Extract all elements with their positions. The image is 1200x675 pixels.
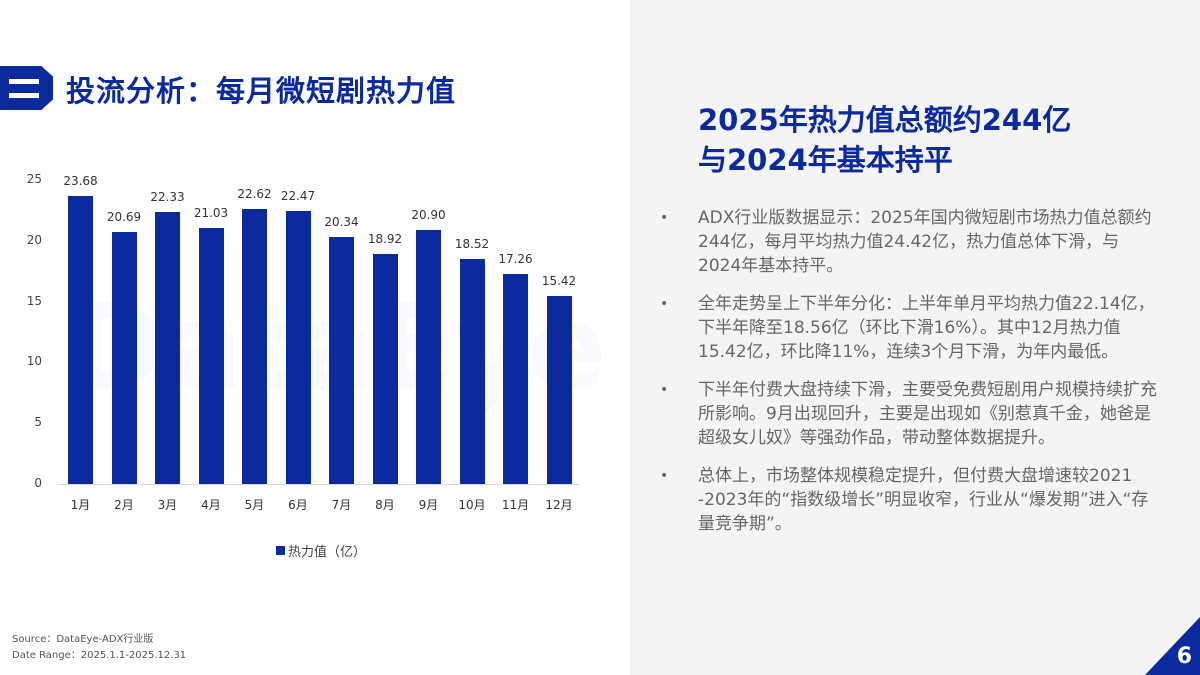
bar	[198, 228, 224, 484]
y-axis-tick: 0	[34, 476, 42, 490]
x-axis-tick: 2月	[114, 498, 134, 512]
bar-value-label: 20.90	[411, 207, 446, 222]
x-axis-tick: 10月	[458, 498, 486, 512]
legend-label: 热力值（亿）	[288, 545, 367, 560]
bar	[242, 208, 267, 484]
bullet-dot-icon: •	[660, 210, 669, 226]
bar-value-label: 15.42	[541, 274, 577, 289]
x-axis-tick: 4月	[201, 498, 221, 512]
chart-panel: 投流分析：每月微短剧热力值 DataEye 051015202523.681月2…	[0, 66, 579, 664]
source-line: Source：DataEye-ADX行业版	[12, 634, 154, 645]
bar	[329, 236, 354, 484]
bar-value-label: 22.33	[150, 190, 185, 205]
bar-value-label: 18.52	[454, 236, 490, 251]
headline-line-1: 2025年热力值总额约244亿	[698, 103, 1072, 137]
bullet-dot-icon: •	[660, 296, 669, 312]
x-axis-tick: 12月	[545, 498, 573, 512]
bar	[155, 212, 180, 484]
y-axis-tick: 15	[26, 293, 42, 308]
bar-value-label: 23.68	[63, 174, 98, 189]
bar	[459, 258, 485, 484]
bullet-dot-icon: •	[660, 382, 669, 398]
bar-value-label: 21.03	[193, 206, 229, 221]
bar	[285, 210, 311, 484]
headline-line-2: 与2024年基本持平	[698, 143, 953, 177]
x-axis-tick: 11月	[501, 498, 530, 512]
x-axis-tick: 9月	[418, 498, 439, 512]
x-axis-tick: 6月	[288, 498, 308, 512]
bullet-text: 总体上，市场整体规模稳定提升，但付费大盘增速较2021 -2023年的“指数级增…	[698, 466, 1149, 534]
x-axis-tick: 3月	[157, 498, 178, 512]
bullet-item: • 全年走势呈上下半年分化：上半年单月平均热力值22.14亿，下半年降至18.56…	[652, 292, 1162, 364]
bar	[546, 296, 572, 484]
section-badge	[0, 66, 53, 110]
bar	[68, 196, 93, 484]
bar-value-label: 20.34	[324, 214, 359, 229]
bar	[111, 232, 137, 484]
x-axis-tick: 1月	[70, 498, 91, 512]
bar-value-label: 22.62	[237, 186, 272, 201]
page-title: 投流分析：每月微短剧热力值	[66, 74, 457, 108]
bullet-text: 下半年付费大盘持续下滑，主要受免费短剧用户规模持续扩充所影响。9月出现回升，主要…	[698, 380, 1157, 448]
bullet-dot-icon: •	[660, 468, 669, 484]
legend-swatch	[276, 546, 285, 555]
badge-stroke	[9, 93, 39, 98]
bar	[372, 253, 398, 484]
bar-value-label: 17.26	[498, 252, 533, 267]
bar-value-label: 18.92	[367, 231, 403, 246]
badge-stroke	[9, 79, 39, 84]
bar	[416, 229, 441, 484]
bar-value-label: 20.69	[106, 210, 142, 225]
bullet-item: • 总体上，市场整体规模稳定提升，但付费大盘增速较2021 -2023年的“指数级…	[652, 464, 1162, 536]
page-number: 6	[1176, 644, 1192, 669]
bullet-list: • ADX行业版数据显示：2025年国内微短剧市场热力值总额约244亿，每月平均热…	[652, 206, 1162, 550]
x-axis-tick: 7月	[331, 498, 352, 512]
y-axis-tick: 5	[34, 415, 42, 430]
y-axis-tick: 10	[26, 354, 42, 369]
bullet-text: ADX行业版数据显示：2025年国内微短剧市场热力值总额约244亿，每月平均热力…	[698, 208, 1152, 276]
y-axis-tick: 20	[26, 232, 42, 247]
chart-legend: 热力值（亿）	[276, 541, 366, 560]
date-range-line: Date Range：2025.1.1-2025.12.31	[12, 650, 187, 661]
headline: 2025年热力值总额约244亿 与2024年基本持平	[698, 100, 1071, 180]
y-axis-tick: 25	[26, 172, 42, 186]
bullet-item: • 下半年付费大盘持续下滑，主要受免费短剧用户规模持续扩充所影响。9月出现回升，主…	[652, 378, 1162, 450]
source-note: Source：DataEye-ADX行业版 Date Range：2025.1.…	[12, 632, 186, 664]
x-axis-line	[58, 484, 579, 485]
x-axis-tick: 5月	[244, 498, 265, 512]
bar	[503, 274, 528, 484]
bullet-text: 全年走势呈上下半年分化：上半年单月平均热力值22.14亿，下半年降至18.56亿…	[698, 294, 1155, 362]
bullet-item: • ADX行业版数据显示：2025年国内微短剧市场热力值总额约244亿，每月平均热…	[652, 206, 1162, 278]
x-axis-tick: 8月	[375, 498, 395, 512]
insight-panel	[630, 0, 1200, 675]
bar-value-label: 22.47	[280, 188, 316, 203]
